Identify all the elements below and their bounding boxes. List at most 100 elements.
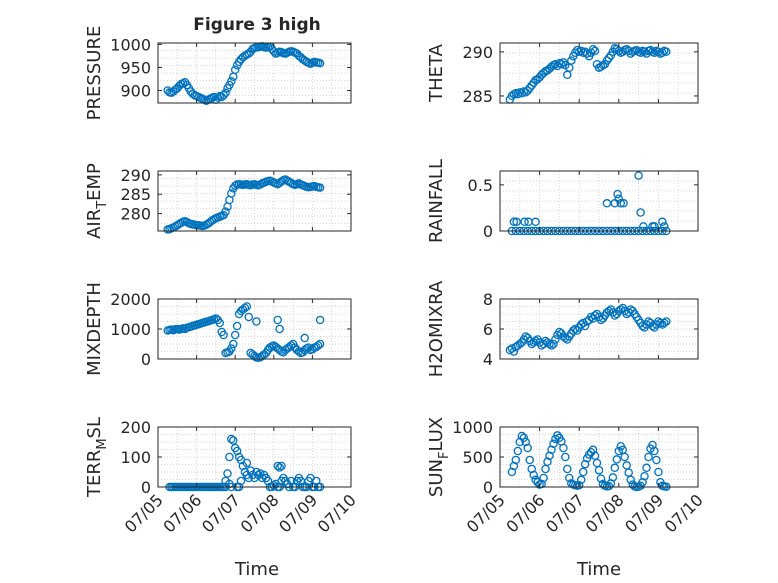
- data-point: [602, 56, 612, 65]
- data-point: [215, 318, 225, 328]
- data-point: [517, 431, 527, 441]
- data-point: [315, 339, 325, 349]
- data-point: [662, 317, 671, 326]
- data-point: [638, 321, 647, 331]
- data-point: [539, 473, 548, 483]
- data-point: [529, 470, 538, 480]
- data-point: [229, 436, 238, 445]
- y-tick-label: 0: [483, 478, 493, 497]
- x-tick-label: 07/05: [463, 490, 509, 536]
- grid: [500, 427, 698, 487]
- data-point: [640, 471, 649, 481]
- grid: [158, 171, 351, 231]
- data-point: [509, 461, 519, 471]
- data-point: [315, 59, 325, 68]
- data-point: [223, 469, 232, 478]
- data-point: [616, 305, 626, 314]
- data-point: [576, 475, 586, 485]
- y-tick-label: 0: [141, 350, 151, 369]
- data-point: [256, 469, 265, 478]
- y-axis-label: AIRTEMP: [84, 163, 110, 239]
- data-point: [242, 302, 252, 311]
- y-tick-label: 1000: [452, 418, 493, 437]
- data-points: [507, 171, 671, 236]
- data-point: [227, 434, 236, 444]
- y-tick-label: 280: [120, 205, 151, 224]
- data-point: [612, 455, 622, 464]
- data-point: [541, 464, 550, 474]
- x-axis-label-left: Time: [234, 559, 279, 580]
- data-point: [509, 217, 519, 227]
- data-point: [658, 48, 667, 57]
- data-points: [505, 303, 671, 356]
- data-point: [582, 49, 592, 58]
- y-axis-label: H2OMIXRA: [426, 280, 447, 377]
- x-tick-label: 07/06: [159, 490, 205, 536]
- data-point: [294, 347, 304, 356]
- y-tick-label: 0: [141, 478, 151, 497]
- data-point: [523, 86, 532, 95]
- data-point: [242, 458, 252, 468]
- grid: [500, 299, 698, 359]
- x-tick-label: 07/10: [661, 490, 707, 536]
- data-point: [236, 476, 246, 486]
- data-point: [252, 317, 261, 326]
- data-point: [520, 217, 529, 227]
- data-point: [660, 222, 669, 231]
- data-points: [165, 434, 325, 492]
- data-point: [654, 47, 663, 57]
- data-point: [563, 70, 572, 80]
- data-point: [592, 458, 602, 468]
- y-axis-label: RAINFALL: [426, 159, 447, 243]
- data-point: [525, 83, 534, 93]
- x-tick-label: 07/09: [621, 490, 667, 536]
- data-point: [533, 477, 542, 487]
- data-point: [545, 339, 554, 349]
- data-point: [531, 217, 540, 227]
- y-axis-label: PRESSURE: [84, 26, 105, 121]
- data-point: [549, 339, 558, 349]
- data-point: [244, 312, 253, 322]
- data-point: [511, 455, 521, 465]
- data-point: [620, 452, 629, 462]
- data-point: [230, 330, 240, 340]
- data-point: [588, 445, 598, 455]
- data-point: [639, 222, 648, 231]
- subplot-theta: 285 290 THETA: [426, 42, 699, 106]
- data-point: [551, 335, 560, 344]
- x-axis-label-right: Time: [576, 559, 621, 580]
- y-tick-label: 200: [120, 418, 151, 437]
- data-point: [230, 65, 240, 75]
- data-point: [273, 461, 282, 471]
- x-tick-label: 07/08: [582, 490, 628, 536]
- data-point: [565, 473, 574, 483]
- data-point: [640, 47, 649, 57]
- data-point: [622, 461, 631, 470]
- data-point: [650, 48, 659, 57]
- data-points: [163, 175, 325, 234]
- y-axis-label: MIXDEPTH: [84, 282, 105, 376]
- data-point: [523, 443, 532, 453]
- data-point: [221, 88, 230, 98]
- y-tick-label: 1000: [110, 320, 151, 339]
- data-points: [163, 302, 325, 363]
- data-point: [574, 480, 584, 490]
- y-tick-label: 100: [120, 448, 151, 467]
- subplot-h2omixra: 4 6 8 H2OMIXRA: [426, 280, 699, 377]
- data-point: [578, 467, 588, 477]
- data-point: [658, 217, 667, 227]
- data-points: [507, 431, 671, 492]
- data-point: [596, 474, 606, 483]
- y-tick-label: 4: [483, 350, 493, 369]
- data-point: [273, 315, 282, 325]
- data-point: [642, 463, 651, 473]
- axes-box: [157, 42, 352, 104]
- data-point: [567, 56, 576, 65]
- data-point: [660, 318, 669, 328]
- data-point: [246, 466, 255, 475]
- y-tick-label: 285: [462, 87, 493, 106]
- data-point: [547, 341, 556, 350]
- y-axis-label: SUNFLUX: [426, 417, 452, 497]
